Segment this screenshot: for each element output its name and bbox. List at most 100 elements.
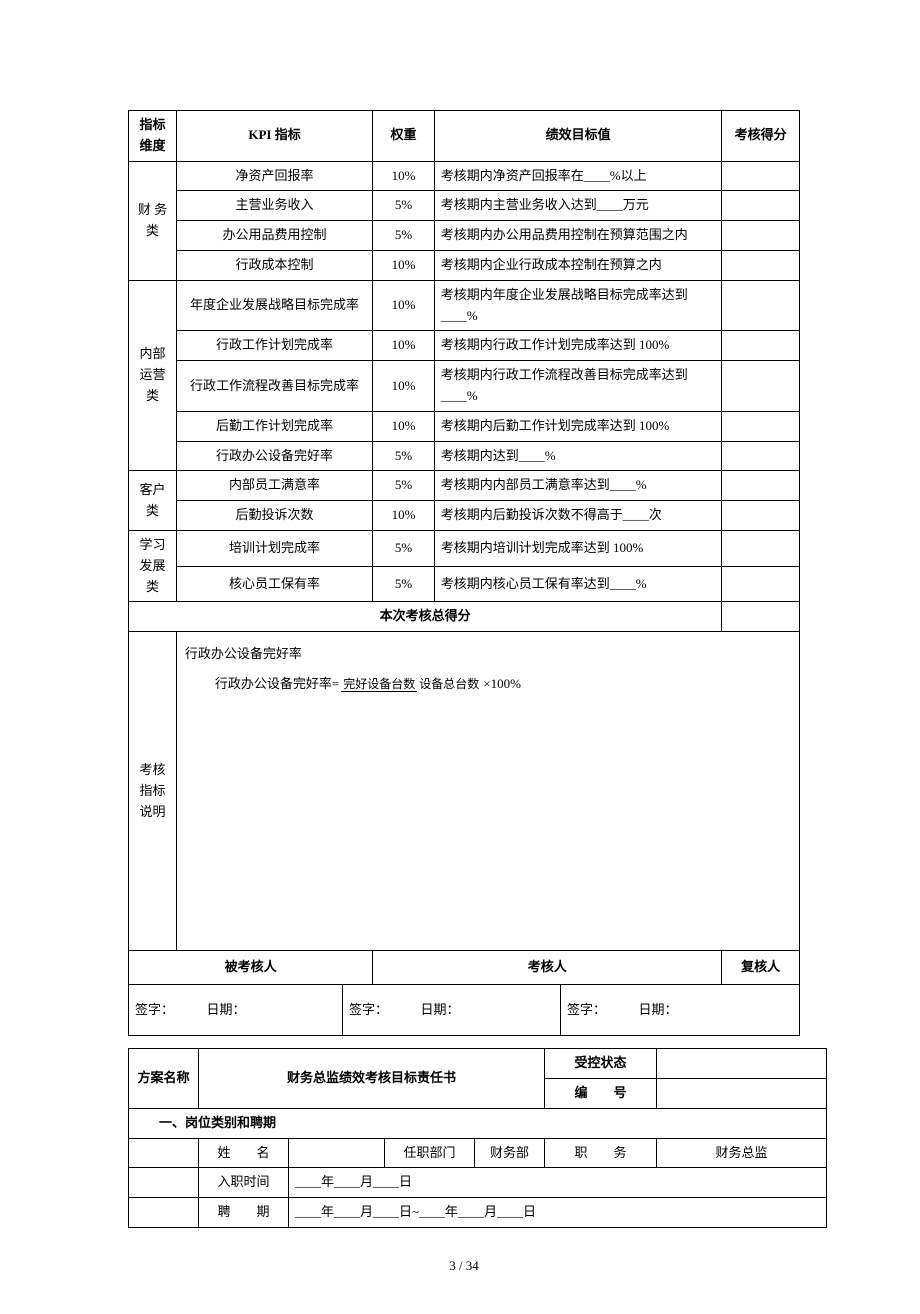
dept-label: 任职部门 [385, 1138, 475, 1168]
kpi-header-row: 指标 维度 KPI 指标 权重 绩效目标值 考核得分 [129, 111, 800, 162]
dept-value: 财务部 [475, 1138, 545, 1168]
table-row: 行政成本控制 10% 考核期内企业行政成本控制在预算之内 [129, 250, 800, 280]
weight-text: 5% [395, 540, 412, 555]
date-label: 日期： [207, 1002, 246, 1017]
table-row: 学习 发展 类 培训计划完成率 5% 考核期内培训计划完成率达到 100% [129, 530, 800, 566]
table-row: 行政工作流程改善目标完成率 10% 考核期内行政工作流程改善目标完成率达到___… [129, 361, 800, 412]
cell-score [722, 411, 800, 441]
table-row: 办公用品费用控制 5% 考核期内办公用品费用控制在预算范围之内 [129, 221, 800, 251]
reviewer-label: 复核人 [722, 951, 800, 985]
ctrl-status-text: 受控状态 [575, 1055, 627, 1070]
cell-weight: 10% [373, 331, 435, 361]
ctrl-status-label: 受控状态 [545, 1049, 657, 1079]
table-row: 客户 类 内部员工满意率 5% 考核期内内部员工满意率达到____% [129, 471, 800, 501]
explain-title: 行政办公设备完好率 [185, 642, 791, 665]
kpi-text: 年度企业发展战略目标完成率 [190, 297, 359, 312]
name-label-text: 姓 名 [217, 1145, 269, 1160]
explain-label-text: 考核 指标 说明 [139, 762, 165, 819]
weight-text: 10% [392, 337, 416, 352]
weight-text: 5% [395, 197, 412, 212]
evaluee-label: 被考核人 [129, 951, 373, 985]
cell-weight: 5% [373, 566, 435, 602]
kpi-text: 核心员工保有率 [229, 576, 320, 591]
cell-weight: 5% [373, 530, 435, 566]
total-score [722, 602, 800, 632]
indent-cell [129, 1138, 199, 1168]
sig-label: 签字： [349, 1002, 382, 1017]
table-row: 行政办公设备完好率 5% 考核期内达到____% [129, 441, 800, 471]
plan-row: 方案名称 财务总监绩效考核目标责任书 受控状态 [129, 1049, 827, 1079]
cell-kpi: 主营业务收入 [176, 191, 372, 221]
weight-text: 10% [392, 257, 416, 272]
hdr-target: 绩效目标值 [434, 111, 722, 162]
info-row: 入职时间 ____年____月____日 [129, 1168, 827, 1198]
formula-num: 完好设备台数 [341, 677, 417, 692]
target-text: 考核期内年度企业发展战略目标完成率达到____% [441, 287, 688, 323]
table-row: 后勤工作计划完成率 10% 考核期内后勤工作计划完成率达到 100% [129, 411, 800, 441]
cell-kpi: 后勤工作计划完成率 [176, 411, 372, 441]
role-label-text: 职 务 [575, 1145, 627, 1160]
explain-formula: 行政办公设备完好率=完好设备台数设备总台数×100% [185, 672, 791, 696]
cell-score [722, 191, 800, 221]
cell-weight: 10% [373, 501, 435, 531]
evaluee-sign: 签字： 日期： [129, 985, 343, 1036]
term-value-text: ____年____月____日~____年____月____日 [295, 1204, 536, 1219]
term-value: ____年____月____日~____年____月____日 [289, 1198, 827, 1228]
cell-weight: 5% [373, 471, 435, 501]
name-label: 姓 名 [199, 1138, 289, 1168]
cell-target: 考核期内年度企业发展战略目标完成率达到____% [434, 280, 722, 331]
hdr-weight-text: 权重 [390, 127, 416, 142]
dim-ops: 内部 运营 类 [129, 280, 177, 471]
cell-kpi: 培训计划完成率 [176, 530, 372, 566]
cell-target: 考核期内后勤投诉次数不得高于____次 [434, 501, 722, 531]
formula-right: ×100% [483, 676, 521, 691]
kpi-text: 后勤投诉次数 [236, 507, 314, 522]
indent-cell [129, 1168, 199, 1198]
total-label-text: 本次考核总得分 [380, 608, 471, 623]
ctrl-no-label: 编 号 [545, 1078, 657, 1108]
cell-target: 考核期内企业行政成本控制在预算之内 [434, 250, 722, 280]
table-row: 主营业务收入 5% 考核期内主营业务收入达到____万元 [129, 191, 800, 221]
sign-table: 签字： 日期： 签字： 日期： 签字： 日期： [128, 984, 800, 1036]
cell-kpi: 核心员工保有率 [176, 566, 372, 602]
dim-ops-text: 内部 运营 类 [139, 346, 165, 403]
table-row: 内部 运营 类 年度企业发展战略目标完成率 10% 考核期内年度企业发展战略目标… [129, 280, 800, 331]
sign-row: 签字： 日期： 签字： 日期： 签字： 日期： [129, 985, 800, 1036]
dept-label-text: 任职部门 [403, 1145, 455, 1160]
date-label: 日期： [421, 1002, 460, 1017]
cell-weight: 10% [373, 161, 435, 191]
hire-label: 入职时间 [199, 1168, 289, 1198]
dim-customer-text: 客户 类 [139, 482, 165, 518]
kpi-text: 办公用品费用控制 [223, 227, 327, 242]
cell-target: 考核期内办公用品费用控制在预算范围之内 [434, 221, 722, 251]
cell-target: 考核期内后勤工作计划完成率达到 100% [434, 411, 722, 441]
kpi-text: 行政工作流程改善目标完成率 [190, 378, 359, 393]
target-text: 考核期内后勤工作计划完成率达到 100% [441, 418, 670, 433]
cell-target: 考核期内达到____% [434, 441, 722, 471]
plan-name-label-text: 方案名称 [137, 1070, 189, 1085]
cell-target: 考核期内主营业务收入达到____万元 [434, 191, 722, 221]
cell-target: 考核期内核心员工保有率达到____% [434, 566, 722, 602]
cell-target: 考核期内培训计划完成率达到 100% [434, 530, 722, 566]
hire-value-text: ____年____月____日 [295, 1174, 412, 1189]
cell-weight: 10% [373, 250, 435, 280]
evaluator-label: 考核人 [373, 951, 722, 985]
date-label: 日期： [639, 1002, 678, 1017]
formula-left: 行政办公设备完好率= [215, 676, 339, 691]
page-number: 3 / 34 [128, 1258, 800, 1274]
sig-label: 签字： [567, 1002, 600, 1017]
hire-label-text: 入职时间 [217, 1174, 269, 1189]
cell-score [722, 221, 800, 251]
cell-score [722, 566, 800, 602]
cell-kpi: 内部员工满意率 [176, 471, 372, 501]
target-text: 考核期内后勤投诉次数不得高于____次 [441, 507, 662, 522]
cell-weight: 10% [373, 411, 435, 441]
weight-text: 5% [395, 448, 412, 463]
target-text: 考核期内核心员工保有率达到____% [441, 576, 647, 591]
cell-score [722, 250, 800, 280]
ctrl-no-text: 编 号 [575, 1085, 627, 1100]
cell-score [722, 331, 800, 361]
cell-score [722, 441, 800, 471]
formula-fraction: 完好设备台数设备总台数 [341, 674, 481, 696]
info-row: 聘 期 ____年____月____日~____年____月____日 [129, 1198, 827, 1228]
